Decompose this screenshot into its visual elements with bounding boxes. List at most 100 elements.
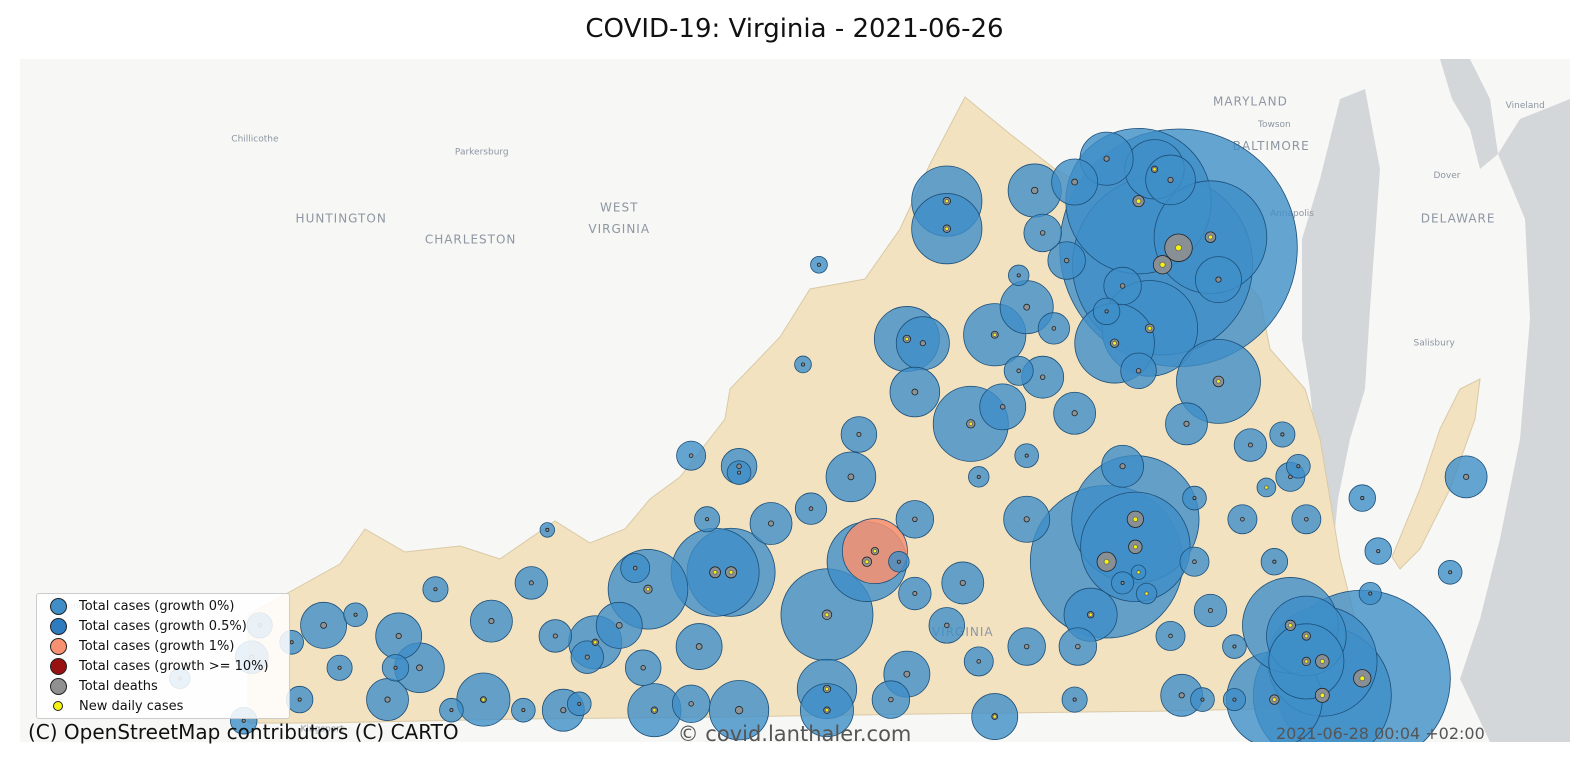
new-cases-bubble xyxy=(1359,675,1366,682)
eastern-shore xyxy=(1391,378,1481,570)
legend-symbol-circle xyxy=(49,637,67,655)
total-deaths-bubble xyxy=(1280,432,1285,437)
total-deaths-bubble xyxy=(1376,549,1381,554)
new-cases-bubble xyxy=(1264,485,1269,490)
total-deaths-bubble xyxy=(297,697,302,702)
total-deaths-bubble xyxy=(1272,559,1277,564)
new-cases-bubble xyxy=(1319,692,1325,698)
place-label: Dover xyxy=(1433,171,1460,181)
total-deaths-bubble xyxy=(289,640,294,645)
new-cases-bubble xyxy=(728,570,734,575)
total-deaths-bubble xyxy=(1240,517,1245,522)
total-deaths-bubble xyxy=(888,696,894,703)
new-cases-bubble xyxy=(1112,340,1117,346)
place-label: Chillicothe xyxy=(231,135,279,145)
total-deaths-bubble xyxy=(1119,463,1126,470)
legend-label: Total deaths xyxy=(79,678,158,694)
total-deaths-bubble xyxy=(416,664,423,672)
new-cases-bubble xyxy=(1207,234,1213,240)
new-cases-bubble xyxy=(1216,379,1221,384)
total-deaths-bubble xyxy=(1104,309,1109,314)
atlantic-ocean xyxy=(1460,99,1570,742)
total-deaths-bubble xyxy=(1039,374,1046,380)
total-deaths-bubble xyxy=(1192,559,1197,564)
new-cases-bubble xyxy=(944,226,949,231)
legend-row-growth-10: Total cases (growth >= 10%) xyxy=(47,656,269,676)
new-cases-bubble xyxy=(992,714,997,719)
total-deaths-bubble xyxy=(912,591,918,597)
legend-symbol-circle xyxy=(53,701,63,711)
total-deaths-bubble xyxy=(1120,580,1125,585)
total-deaths-bubble xyxy=(1183,420,1190,427)
total-deaths-bubble xyxy=(337,665,342,670)
new-cases-bubble xyxy=(872,548,877,554)
total-deaths-bubble xyxy=(800,362,805,367)
new-cases-bubble xyxy=(481,697,486,702)
new-cases-bubble xyxy=(652,708,657,713)
new-cases-bubble xyxy=(1144,591,1149,596)
map-legend: Total cases (growth 0%) Total cases (gro… xyxy=(36,593,290,719)
legend-label: Total cases (growth >= 10%) xyxy=(79,658,269,674)
total-deaths-bubble xyxy=(1000,404,1006,410)
new-cases-bubble xyxy=(1159,261,1166,268)
total-deaths-bubble xyxy=(737,470,742,475)
total-deaths-bubble xyxy=(1448,570,1453,575)
new-cases-bubble xyxy=(1175,244,1182,252)
place-label: MARYLAND xyxy=(1213,95,1288,109)
total-deaths-bubble xyxy=(767,520,775,527)
total-deaths-bubble xyxy=(353,612,358,617)
new-cases-bubble xyxy=(1304,633,1309,639)
total-deaths-bubble xyxy=(1031,186,1039,195)
total-deaths-bubble xyxy=(1288,474,1293,480)
place-label: HUNTINGTON xyxy=(296,211,387,225)
new-cases-bubble xyxy=(904,336,909,342)
legend-label: Total cases (growth 0%) xyxy=(79,598,235,614)
total-deaths-bubble xyxy=(1016,273,1021,278)
legend-symbol-circle xyxy=(49,597,67,615)
place-label: DELAWARE xyxy=(1421,211,1496,225)
total-deaths-bubble xyxy=(695,643,703,650)
total-deaths-bubble xyxy=(488,618,495,625)
new-cases-bubble xyxy=(1103,558,1110,565)
total-deaths-bubble xyxy=(449,708,454,713)
site-watermark: © covid.lanthaler.com xyxy=(677,722,912,746)
place-label: Towson xyxy=(1257,120,1291,130)
total-deaths-bubble xyxy=(1200,697,1205,702)
new-cases-bubble xyxy=(1272,697,1277,702)
total-deaths-bubble xyxy=(808,506,814,511)
new-cases-bubble xyxy=(1147,326,1153,331)
total-deaths-bubble xyxy=(1360,496,1365,501)
total-deaths-bubble xyxy=(1071,178,1079,186)
total-deaths-bubble xyxy=(1215,276,1222,283)
total-deaths-bubble xyxy=(1304,517,1309,522)
new-cases-bubble xyxy=(1136,570,1141,575)
county-bubbles xyxy=(169,127,1488,742)
total-deaths-bubble xyxy=(1463,473,1470,480)
generated-timestamp: 2021-06-28 00:04 +02:00 xyxy=(1276,724,1485,743)
total-deaths-bubble xyxy=(320,621,327,629)
legend-row-deaths: Total deaths xyxy=(47,676,158,696)
total-deaths-bubble xyxy=(1023,516,1030,523)
new-cases-bubble xyxy=(1152,167,1157,172)
place-label: BALTIMORE xyxy=(1233,139,1310,153)
total-deaths-bubble xyxy=(1178,692,1185,699)
total-deaths-bubble xyxy=(1247,442,1253,448)
legend-row-growth-05: Total cases (growth 0.5%) xyxy=(47,616,247,636)
legend-row-growth-0: Total cases (growth 0%) xyxy=(47,596,234,616)
total-deaths-bubble xyxy=(1103,155,1110,162)
total-deaths-bubble xyxy=(903,670,911,678)
total-deaths-bubble xyxy=(1023,303,1031,311)
map-canvas: MARYLAND DELAWARE WEST VIRGINIA HUNTINGTON CH… xyxy=(20,59,1570,742)
total-deaths-bubble xyxy=(528,580,534,586)
map-title: COVID-19: Virginia - 2021-06-26 xyxy=(585,14,1004,44)
total-deaths-bubble xyxy=(734,706,744,715)
total-deaths-bubble xyxy=(1075,643,1081,650)
legend-label: New daily cases xyxy=(79,698,184,714)
map-area[interactable]: MARYLAND DELAWARE WEST VIRGINIA HUNTINGTON CH… xyxy=(20,59,1570,742)
legend-label: Total cases (growth 1%) xyxy=(79,638,235,654)
total-deaths-bubble xyxy=(911,388,919,396)
total-deaths-bubble xyxy=(1024,643,1030,650)
total-deaths-bubble xyxy=(552,633,558,639)
total-deaths-bubble xyxy=(584,654,590,660)
new-cases-bubble xyxy=(944,199,949,204)
